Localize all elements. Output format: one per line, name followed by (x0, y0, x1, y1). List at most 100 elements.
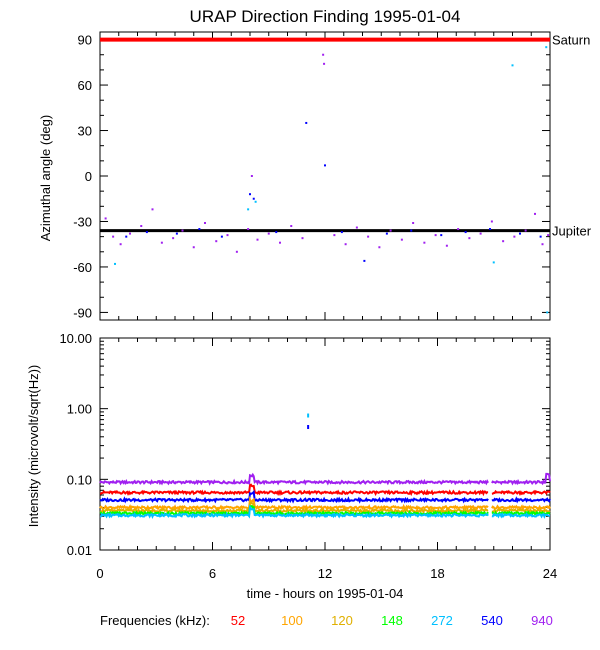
scatter-point-940 (524, 229, 527, 232)
legend-freq-540: 540 (481, 613, 503, 628)
scatter-point-940 (502, 240, 505, 243)
scatter-point-940 (172, 237, 175, 240)
scatter-point-540 (519, 232, 521, 235)
intensity-line-940 (491, 472, 551, 486)
y-tick-label: 0.10 (67, 472, 92, 487)
x-tick-label: 24 (543, 566, 557, 581)
scatter-point-540 (340, 231, 343, 234)
scatter-point-940 (301, 237, 304, 240)
scatter-point-940 (129, 232, 131, 235)
legend-freq-272: 272 (431, 613, 453, 628)
scatter-point-272 (114, 262, 116, 265)
scatter-point-940 (423, 241, 426, 244)
intensity-line-120 (99, 501, 489, 515)
intensity-panel: 0 6 12 18 24 10.00 1.00 0.10 0.01 (59, 331, 557, 581)
azimuth-axis-label: Azimuthal angle (deg) (38, 115, 53, 241)
scatter-point-540 (440, 234, 443, 237)
scatter-point-540 (145, 231, 148, 234)
x-tick-label: 18 (430, 566, 444, 581)
scatter-point-940 (378, 246, 381, 249)
y-tick-label: 60 (78, 78, 92, 93)
scatter-point-940 (140, 225, 143, 228)
jupiter-label: Jupiter (552, 224, 592, 239)
intensity-line-52 (99, 483, 489, 497)
legend-freq-940: 940 (531, 613, 553, 628)
intensity-line-272 (491, 511, 551, 519)
intensity-line-100 (491, 504, 551, 512)
y-tick-label: -90 (73, 305, 92, 320)
scatter-point-940 (333, 234, 336, 237)
scatter-point-940 (104, 217, 107, 220)
time-axis-label: time - hours on 1995-01-04 (247, 586, 404, 601)
x-tick-label: 0 (96, 566, 103, 581)
scatter-point-540 (464, 231, 467, 234)
scatter-point-540 (220, 235, 223, 238)
scatter-point-940 (226, 234, 229, 237)
x-tick-label: 6 (209, 566, 216, 581)
intensity-spike-point (307, 413, 310, 418)
intensity-line-540 (99, 489, 489, 504)
scatter-point-540 (363, 259, 366, 262)
y-tick-label: -60 (73, 260, 92, 275)
scatter-point-940 (290, 225, 293, 228)
scatter-point-940 (204, 221, 206, 224)
scatter-point-940 (490, 220, 493, 223)
x-tick-label: 12 (318, 566, 332, 581)
scatter-point-940 (256, 238, 259, 241)
scatter-point-540 (410, 229, 413, 232)
scatter-point-272 (546, 311, 549, 314)
scatter-point-940 (119, 243, 122, 246)
scatter-point-940 (479, 232, 482, 235)
scatter-point-540 (385, 232, 388, 235)
scatter-point-272 (545, 46, 548, 49)
scatter-point-940 (445, 244, 448, 247)
scatter-point-540 (125, 235, 128, 238)
intensity-line-272 (99, 504, 489, 519)
scatter-point-940 (192, 246, 195, 249)
scatter-point-940 (367, 235, 370, 238)
scatter-point-940 (323, 62, 326, 65)
azimuth-plot-frame (99, 31, 551, 321)
scatter-point-540 (275, 231, 278, 234)
scatter-point-272 (511, 64, 514, 67)
chart-title: URAP Direction Finding 1995-01-04 (190, 7, 461, 26)
intensity-axis-label: Intensity (microvolt/sqrt(Hz)) (26, 365, 41, 528)
scatter-point-272 (492, 261, 495, 264)
scatter-point-540 (198, 228, 201, 231)
scatter-point-940 (250, 175, 253, 177)
legend-freq-100: 100 (281, 613, 303, 628)
y-tick-label: 0 (85, 169, 92, 184)
scatter-point-940 (235, 250, 238, 253)
scatter-point-540 (539, 235, 542, 238)
intensity-line-540 (491, 496, 551, 504)
legend-freq-148: 148 (381, 613, 403, 628)
y-tick-label: 10.00 (59, 331, 92, 346)
intensity-line-100 (99, 495, 489, 512)
saturn-label: Saturn (552, 33, 590, 48)
scatter-point-940 (389, 229, 392, 232)
intensity-line-52 (491, 489, 551, 496)
scatter-point-272 (254, 200, 257, 203)
scatter-point-940 (322, 53, 325, 56)
scatter-point-540 (175, 232, 178, 235)
legend-freq-52: 52 (231, 613, 245, 628)
scatter-point-940 (513, 235, 516, 238)
scatter-point-940 (434, 234, 437, 237)
scatter-point-940 (279, 241, 281, 244)
scatter-point-540 (324, 164, 326, 167)
scatter-point-940 (547, 234, 550, 237)
azimuth-panel: 90 60 30 0 -30 -60 -90 Saturn Jupiter (73, 31, 592, 321)
scatter-point-940 (112, 235, 115, 238)
scatter-point-940 (151, 208, 154, 211)
legend-label: Frequencies (kHz): (100, 613, 210, 628)
scatter-point-540 (249, 193, 251, 196)
scatter-point-940 (400, 238, 403, 241)
legend-freq-120: 120 (331, 613, 353, 628)
scatter-point-940 (541, 243, 544, 246)
y-tick-label: 90 (78, 33, 92, 48)
scatter-point-540 (252, 197, 255, 200)
scatter-point-940 (344, 243, 347, 246)
frequency-legend: Frequencies (kHz): 52 100 120 148 272 540 940 (100, 613, 553, 628)
scatter-point-940 (355, 226, 358, 229)
